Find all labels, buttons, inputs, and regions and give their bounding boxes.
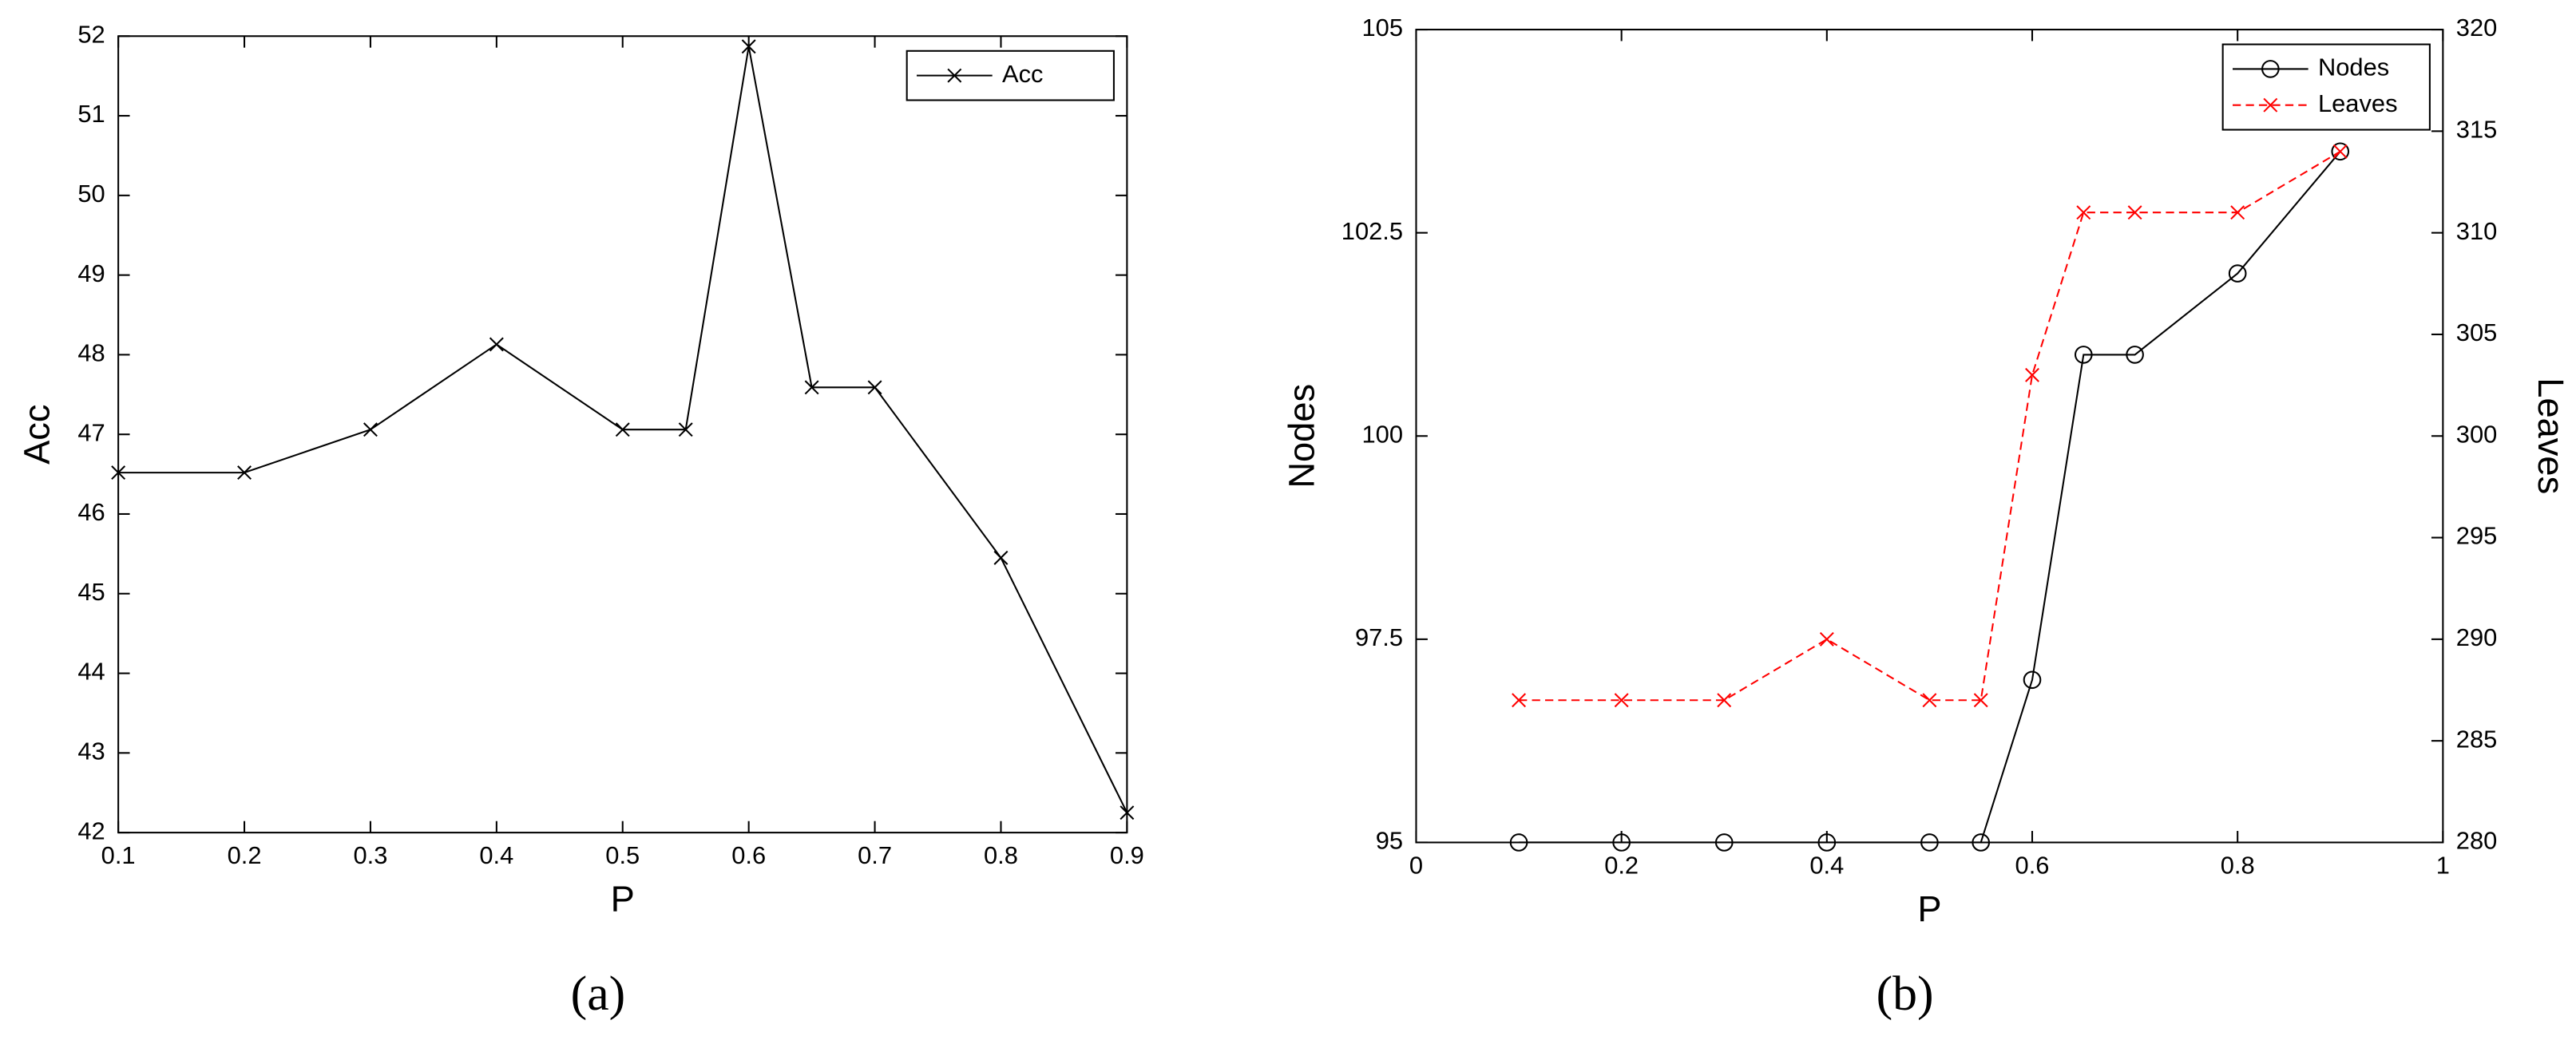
marker — [1120, 805, 1135, 821]
y-tick-label: 47 — [77, 418, 105, 446]
y-tick-label: 42 — [77, 817, 105, 844]
y2-tick-label: 280 — [2456, 827, 2498, 855]
x-tick-label: 0 — [1409, 851, 1423, 879]
plot-frame — [117, 35, 1128, 834]
marker — [804, 380, 819, 395]
y-tick-label: 49 — [77, 259, 105, 287]
marker — [1819, 631, 1834, 647]
marker — [741, 39, 756, 54]
marker — [2126, 346, 2144, 364]
marker — [2230, 205, 2245, 220]
marker — [1817, 833, 1837, 852]
marker — [867, 380, 882, 395]
x-tick-label: 0.6 — [2015, 851, 2050, 879]
marker — [678, 422, 693, 437]
series-line — [1519, 150, 2341, 702]
x-tick-label: 0.4 — [1809, 851, 1844, 879]
marker — [2076, 205, 2091, 220]
y-axis-label: Nodes — [1282, 384, 1322, 488]
x-axis-label: P — [611, 878, 635, 919]
x-tick-label: 1 — [2436, 851, 2450, 879]
y-tick-label: 43 — [77, 737, 105, 765]
marker — [2127, 205, 2142, 220]
plot-frame — [1415, 29, 2444, 844]
marker — [489, 337, 504, 352]
y-tick-label: 102.5 — [1342, 217, 1403, 245]
y2-tick-label: 290 — [2456, 623, 2498, 651]
y-tick-label: 46 — [77, 498, 105, 526]
marker — [1614, 693, 1629, 708]
marker — [993, 550, 1009, 565]
marker — [1612, 833, 1631, 852]
marker — [2332, 144, 2348, 159]
legend-label: Nodes — [2318, 53, 2389, 81]
x-tick-label: 0.9 — [1110, 841, 1144, 869]
x-axis-label: P — [1917, 888, 1941, 929]
marker — [111, 465, 126, 481]
y-tick-label: 95 — [1376, 827, 1403, 855]
series-line — [1519, 151, 2341, 844]
y2-tick-label: 305 — [2456, 318, 2498, 346]
y2-axis-label: Leaves — [2530, 378, 2571, 494]
marker — [1509, 833, 1528, 852]
marker — [1717, 693, 1732, 708]
y2-tick-label: 315 — [2456, 116, 2498, 144]
marker — [615, 422, 630, 437]
x-tick-label: 0.4 — [479, 841, 513, 869]
marker — [237, 465, 252, 481]
y2-tick-label: 320 — [2456, 14, 2498, 42]
x-tick-label: 0.5 — [605, 841, 640, 869]
marker — [2074, 346, 2093, 364]
marker — [363, 422, 378, 437]
legend-marker — [2263, 97, 2278, 113]
x-tick-label: 0.8 — [2221, 851, 2255, 879]
y-tick-label: 52 — [77, 20, 105, 48]
y-tick-label: 45 — [77, 578, 105, 606]
y-tick-label: 97.5 — [1355, 623, 1403, 651]
x-tick-label: 0.7 — [858, 841, 892, 869]
y-axis-label: Acc — [16, 404, 57, 464]
marker — [1972, 833, 1991, 852]
y-tick-label: 50 — [77, 180, 105, 208]
x-tick-label: 0.1 — [101, 841, 136, 869]
x-tick-label: 0.3 — [353, 841, 387, 869]
x-tick-label: 0.2 — [1604, 851, 1639, 879]
legend-marker — [947, 68, 962, 83]
y-tick-label: 105 — [1362, 14, 1404, 42]
y-tick-label: 48 — [77, 339, 105, 367]
marker — [1973, 693, 1988, 708]
x-tick-label: 0.6 — [731, 841, 766, 869]
x-tick-label: 0.2 — [228, 841, 262, 869]
x-tick-label: 0.8 — [984, 841, 1018, 869]
y2-tick-label: 300 — [2456, 420, 2498, 448]
marker — [1920, 833, 1939, 852]
marker — [1922, 693, 1937, 708]
marker — [2023, 670, 2042, 690]
marker — [2331, 142, 2350, 161]
y-tick-label: 100 — [1362, 420, 1404, 448]
marker — [2025, 367, 2039, 382]
marker — [1512, 693, 1527, 708]
y2-tick-label: 285 — [2456, 725, 2498, 753]
y-tick-label: 51 — [77, 100, 105, 128]
legend-marker — [2261, 60, 2280, 78]
legend-box — [2221, 43, 2431, 131]
legend-label: Acc — [1002, 60, 1043, 88]
caption: (b) — [1877, 967, 1934, 1021]
y-tick-label: 44 — [77, 658, 105, 686]
marker — [2228, 264, 2247, 283]
y2-tick-label: 310 — [2456, 217, 2498, 245]
marker — [1714, 833, 1734, 852]
caption: (a) — [571, 967, 626, 1021]
legend-label: Leaves — [2318, 89, 2398, 117]
y2-tick-label: 295 — [2456, 522, 2498, 550]
